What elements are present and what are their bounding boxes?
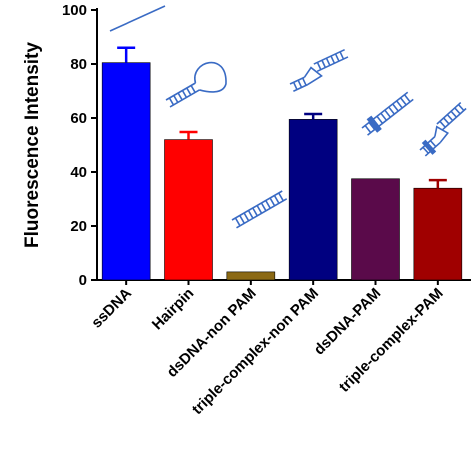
y-tick-label: 20: [70, 218, 87, 235]
dsdna-pam-icon: [361, 91, 414, 136]
x-tick-label: Hairpin: [149, 285, 198, 334]
y-tick-label: 40: [70, 164, 87, 181]
triple-complex-icon: [289, 48, 349, 92]
y-tick-label: 0: [79, 272, 87, 289]
bar: [164, 139, 213, 281]
bar: [226, 271, 276, 281]
bar: [288, 119, 338, 281]
y-tick-label: 80: [70, 56, 87, 73]
bar: [413, 187, 463, 281]
x-tick-label: ssDNA: [88, 285, 135, 332]
structure-icons: [109, 5, 467, 229]
y-tick-label: 60: [70, 110, 87, 127]
x-tick-label: triple-complex-PAM: [336, 285, 447, 396]
ssdna-line-icon: [109, 5, 166, 32]
bar: [101, 62, 151, 281]
x-tick-label: triple-complex-non PAM: [189, 285, 322, 418]
bar: [351, 178, 400, 281]
triple-complex-pam-icon: [419, 101, 467, 157]
y-axis-title: Fluorescence Intensity: [22, 42, 43, 248]
plot-area: 0 20 40 60 80 100 Fluorescence Intensity ssDNA H…: [22, 2, 471, 418]
y-tick-label: 100: [62, 2, 87, 19]
dsdna-icon: [231, 190, 288, 229]
hairpin-icon: [165, 61, 227, 108]
